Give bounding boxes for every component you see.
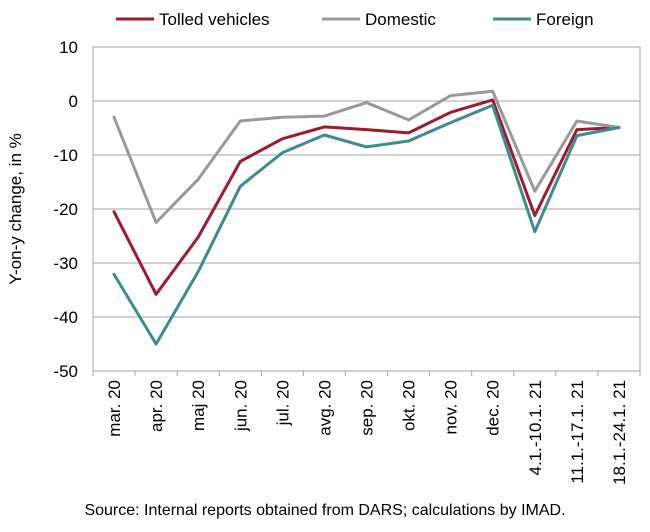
- y-tick-label: -30: [53, 254, 78, 273]
- x-tick-label: 18.1.-24.1. 21: [610, 380, 629, 485]
- series-line-foreign: [112, 103, 621, 346]
- x-tick-label: maj 20: [189, 380, 208, 431]
- x-tick-label: apr. 20: [147, 380, 166, 432]
- y-tick-labels: 10 0 -10 -20 -30 -40 -50: [53, 38, 78, 381]
- x-tick-label: jul. 20: [273, 380, 292, 426]
- y-tick-label: -10: [53, 146, 78, 165]
- x-tick-label: avg. 20: [315, 380, 334, 436]
- series-line-tolled-vehicles: [112, 98, 621, 296]
- x-tick-labels: mar. 20 apr. 20 maj 20 jun. 20 jul. 20 avg. 2…: [105, 380, 629, 485]
- x-tick-label: dec. 20: [484, 380, 503, 436]
- y-tick-label: -20: [53, 200, 78, 219]
- x-tick-label: 4.1.-10.1. 21: [526, 380, 545, 475]
- x-tick-label: sep. 20: [358, 380, 377, 436]
- x-tick-label: okt. 20: [400, 380, 419, 431]
- source-note: Source: Internal reports obtained from D…: [84, 502, 566, 519]
- plot-frame: [92, 46, 641, 372]
- gridlines: [92, 46, 641, 376]
- y-tick-label: -50: [53, 362, 78, 381]
- x-tick-label: nov. 20: [442, 380, 461, 435]
- legend-label: Domestic: [365, 10, 436, 29]
- y-tick-label: 0: [69, 92, 78, 111]
- y-tick-label: 10: [59, 38, 78, 57]
- series-lines: [112, 89, 621, 346]
- x-tick-label: mar. 20: [105, 380, 124, 437]
- line-chart: 10 0 -10 -20 -30 -40 -50 mar. 20 apr. 20 maj 20 j…: [6, 10, 641, 485]
- legend: Tolled vehicles Domestic Foreign: [116, 10, 594, 29]
- x-tick-label: 11.1.-17.1. 21: [568, 380, 587, 484]
- legend-label: Tolled vehicles: [159, 10, 270, 29]
- y-tick-label: -40: [53, 308, 78, 327]
- y-axis-label: Y-on-y change, in %: [6, 133, 25, 285]
- series-line-domestic: [112, 89, 621, 224]
- x-tick-label: jun. 20: [231, 380, 250, 432]
- legend-label: Foreign: [536, 10, 594, 29]
